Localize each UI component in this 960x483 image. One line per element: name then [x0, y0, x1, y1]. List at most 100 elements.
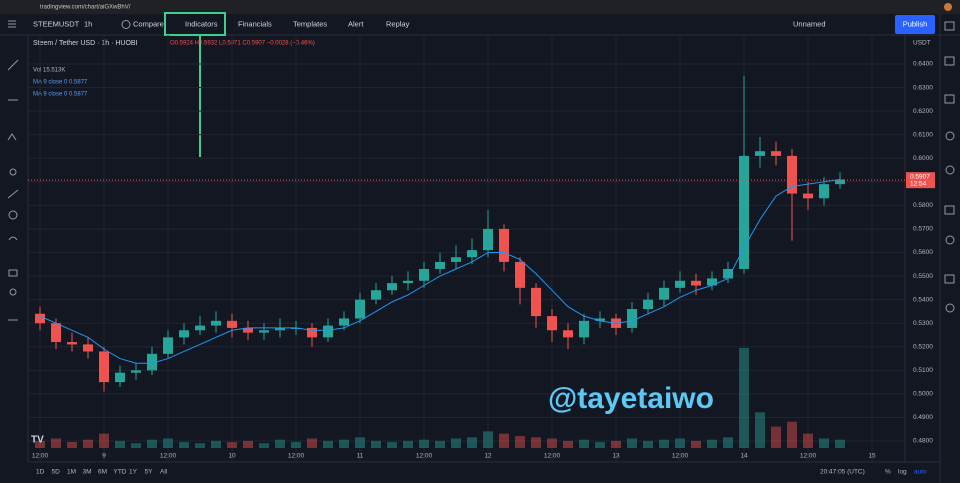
volume-bar [755, 412, 765, 448]
y-tick-label: 0.5700 [913, 226, 933, 233]
y-tick-label: 0.6400 [913, 61, 933, 68]
y-tick-label: 0.5300 [913, 320, 933, 327]
candle-body [467, 250, 477, 258]
volume-bar [547, 438, 557, 448]
volume-bar [675, 438, 685, 448]
x-tick-label: 12 [484, 453, 492, 460]
left-tools[interactable] [7, 59, 19, 321]
y-tick-label: 0.5100 [913, 367, 933, 374]
volume-bar [835, 439, 845, 448]
candle-body [211, 320, 221, 326]
candle-body [243, 327, 253, 333]
candle-body [691, 280, 701, 286]
volume-bar [99, 433, 109, 448]
candle-body [115, 372, 125, 383]
log-toggle[interactable]: log [898, 469, 907, 476]
volume-bar [227, 442, 237, 448]
candle-body [99, 351, 109, 383]
candle-body [179, 330, 189, 338]
candle-body [259, 330, 269, 333]
candle-body [435, 261, 445, 270]
y-unit: USDT [913, 40, 931, 47]
toolbar-item[interactable]: Alert [348, 19, 364, 28]
last-price-label: 0.5907 [910, 173, 930, 180]
volume-bar [531, 437, 541, 448]
publish-label[interactable]: Publish [903, 19, 928, 28]
volume-bar [467, 437, 477, 448]
y-tick-label: 0.5000 [913, 391, 933, 398]
volume-bar [803, 433, 813, 448]
y-tick-label: 0.4900 [913, 414, 933, 421]
legend-volume: Vol 15.513K [33, 68, 65, 74]
volume-bar [291, 442, 301, 448]
range-button[interactable]: 5Y [145, 469, 154, 476]
candle-body [739, 155, 749, 270]
toolbar-item[interactable]: Compare [133, 19, 164, 28]
range-button[interactable]: YTD [114, 469, 127, 476]
toolbar-item[interactable]: Templates [293, 19, 327, 28]
volume-bar [419, 439, 429, 448]
candle-body [659, 287, 669, 300]
volume-bar [691, 440, 701, 448]
candle-body [323, 325, 333, 338]
interval[interactable]: 1h [84, 19, 92, 28]
x-tick-label: 14 [740, 453, 748, 460]
y-tick-label: 0.5800 [913, 202, 933, 209]
volume-bar [739, 348, 749, 448]
range-button[interactable]: 5D [52, 469, 61, 476]
auto-toggle[interactable]: auto [914, 469, 927, 476]
candle-body [819, 184, 829, 199]
toolbar-item[interactable]: Replay [386, 19, 410, 28]
percent-toggle[interactable]: % [885, 469, 891, 476]
candle-body [595, 318, 605, 321]
range-button[interactable]: 6M [98, 469, 107, 476]
volume-bar [563, 440, 573, 448]
y-tick-label: 0.5500 [913, 273, 933, 280]
x-tick-label: 9 [102, 453, 106, 460]
browser-bar [0, 0, 960, 14]
x-tick-label: 15 [868, 453, 876, 460]
layout-name[interactable]: Unnamed [793, 19, 826, 28]
range-button[interactable]: 3M [83, 469, 92, 476]
publish-button[interactable] [895, 15, 935, 34]
volume-bar [403, 440, 413, 448]
volume-bar [451, 438, 461, 448]
range-button[interactable]: All [160, 469, 168, 476]
y-tick-label: 0.4800 [913, 438, 933, 445]
volume-bar [211, 440, 221, 448]
candle-body [627, 309, 637, 328]
toolbar-item[interactable]: Indicators [185, 19, 218, 28]
candle-body [227, 320, 237, 328]
legend-ma: MA 9 close 0 0.5877 [33, 80, 88, 86]
range-button[interactable]: 1Y [129, 469, 138, 476]
volume-bar [259, 443, 269, 448]
volume-bar [115, 440, 125, 448]
candle-body [339, 318, 349, 326]
symbol[interactable]: STEEMUSDT [33, 19, 80, 28]
range-button[interactable]: 1M [67, 469, 76, 476]
avatar[interactable] [944, 3, 952, 11]
y-tick-label: 0.6000 [913, 155, 933, 162]
right-tools[interactable] [944, 21, 955, 313]
volume-bar [243, 440, 253, 448]
volume-bar [435, 440, 445, 448]
plot: 0.4800 0.4900 0.5000 0.5100 0.5200 0.5300 0.54… [28, 35, 935, 462]
volume-bar [195, 443, 205, 448]
volume-bar [595, 442, 605, 448]
y-tick-label: 0.5600 [913, 249, 933, 256]
legend-ma: MA 9 close 0 0.5877 [33, 92, 88, 98]
toolbar-item[interactable]: Financials [238, 19, 272, 28]
volume-bar [499, 433, 509, 448]
y-tick-label: 0.6200 [913, 108, 933, 115]
volume-bar [659, 439, 669, 448]
range-button[interactable]: 1D [36, 469, 45, 476]
volume-bar [307, 438, 317, 448]
candle-body [675, 280, 685, 288]
volume-bar [371, 440, 381, 448]
x-tick-label: 13 [612, 453, 620, 460]
y-tick-label: 0.6300 [913, 84, 933, 91]
url[interactable]: tradingview.com/chart/aiGXwBhV/ [40, 5, 131, 11]
highlight-box [164, 12, 226, 36]
volume-bar [611, 440, 621, 448]
